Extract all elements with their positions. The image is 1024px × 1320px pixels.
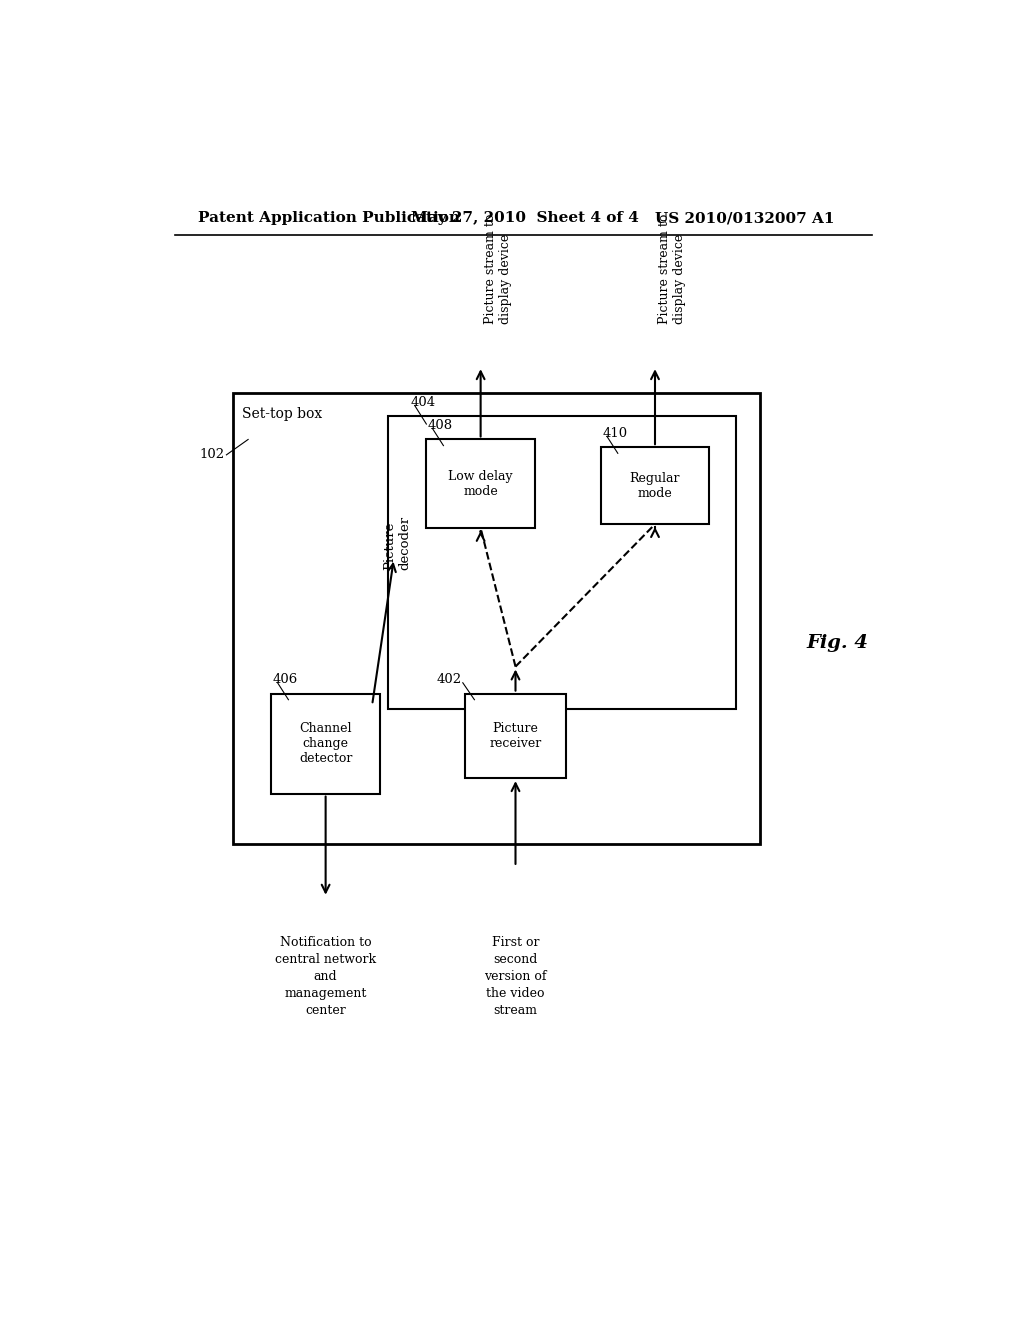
- Text: 402: 402: [436, 673, 461, 686]
- Text: 408: 408: [428, 418, 453, 432]
- Text: May 27, 2010  Sheet 4 of 4: May 27, 2010 Sheet 4 of 4: [411, 211, 639, 226]
- Text: Patent Application Publication: Patent Application Publication: [198, 211, 460, 226]
- Bar: [271, 693, 380, 793]
- Text: Picture
decoder: Picture decoder: [383, 516, 411, 570]
- Text: Picture
receiver: Picture receiver: [489, 722, 542, 750]
- Text: Regular
mode: Regular mode: [630, 471, 680, 500]
- Text: Picture stream to
display device: Picture stream to display device: [658, 214, 686, 323]
- Text: Set-top box: Set-top box: [242, 407, 323, 421]
- Text: Low delay
mode: Low delay mode: [449, 470, 513, 498]
- Bar: [388, 416, 736, 709]
- Text: Picture stream to
display device: Picture stream to display device: [483, 214, 512, 323]
- Bar: [426, 440, 535, 528]
- Text: 410: 410: [602, 426, 628, 440]
- Bar: [465, 693, 566, 779]
- Bar: [232, 393, 760, 843]
- Text: US 2010/0132007 A1: US 2010/0132007 A1: [655, 211, 835, 226]
- Text: Channel
change
detector: Channel change detector: [299, 722, 352, 766]
- Text: 404: 404: [411, 396, 436, 409]
- Text: First or
second
version of
the video
stream: First or second version of the video str…: [484, 936, 547, 1018]
- Text: Fig. 4: Fig. 4: [806, 635, 868, 652]
- Text: Notification to
central network
and
management
center: Notification to central network and mana…: [275, 936, 376, 1018]
- Bar: [601, 447, 710, 524]
- Text: 406: 406: [273, 673, 298, 686]
- Text: 102: 102: [200, 449, 225, 462]
